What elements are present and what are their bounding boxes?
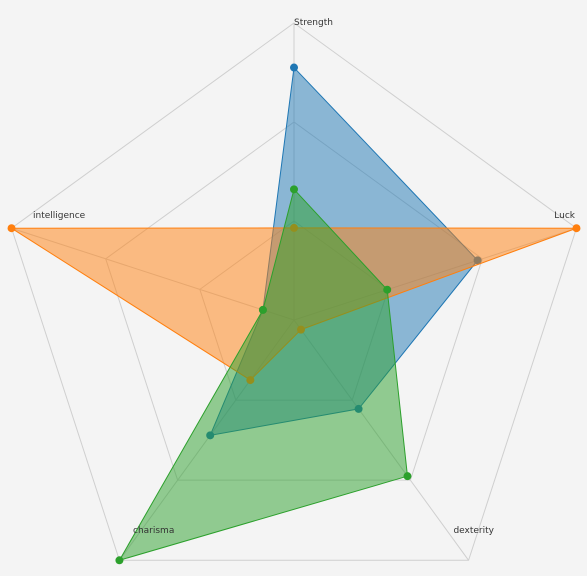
series-layer (7, 63, 581, 565)
grid-ring (10, 22, 578, 561)
axis-label-strength: Strength (294, 18, 333, 28)
axis-label-luck: Luck (554, 211, 576, 221)
data-point (7, 224, 16, 233)
data-point (572, 224, 581, 233)
series-2 (115, 185, 412, 565)
axis-label-dexterity: dexterity (453, 526, 494, 536)
data-point (290, 63, 298, 72)
axis-labels: Strength Luck dexterity charisma intelli… (33, 18, 576, 536)
data-point (258, 305, 267, 314)
data-point (115, 556, 124, 565)
axis-label-charisma: charisma (133, 526, 174, 536)
axis-label-intelligence: intelligence (33, 211, 86, 221)
data-point (290, 185, 298, 194)
series-area (118, 188, 409, 562)
data-point (383, 285, 392, 294)
data-point (403, 472, 412, 481)
